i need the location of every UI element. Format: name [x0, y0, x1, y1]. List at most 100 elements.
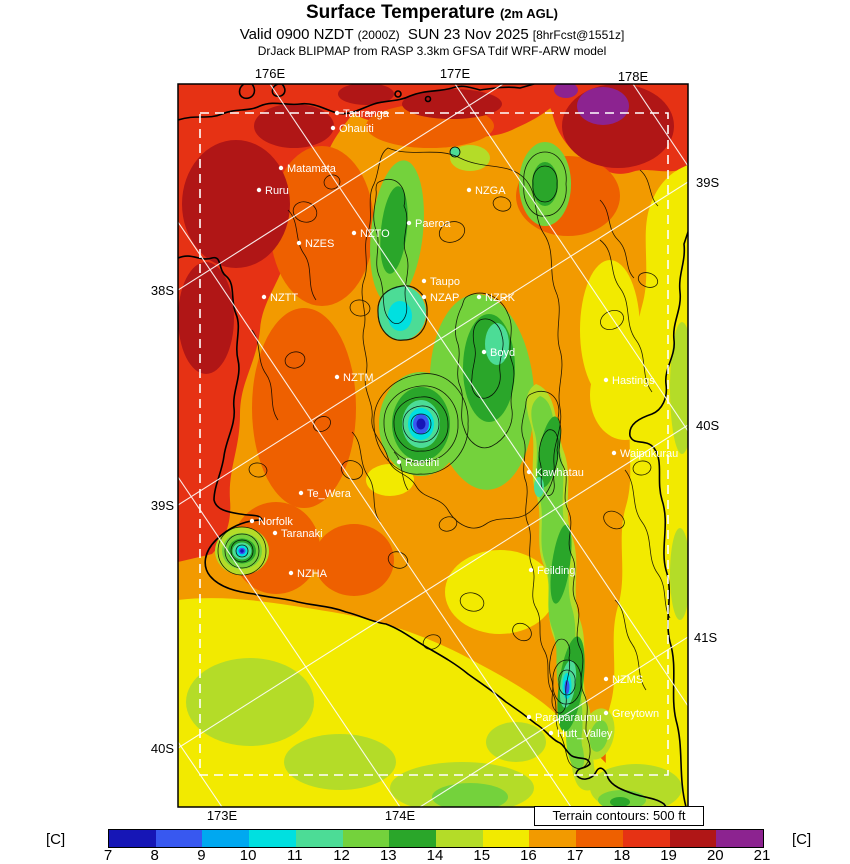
colorbar-unit-right: [C] — [792, 831, 812, 848]
station-dot — [611, 450, 617, 456]
station-marker: Hastings — [603, 375, 655, 387]
valid-fcst: [8hrFcst@1551z] — [532, 28, 625, 42]
station-dot — [548, 730, 554, 736]
station-dot — [261, 294, 267, 300]
taranaki-bullseye — [215, 527, 269, 575]
station-label: Ohauiti — [339, 123, 374, 135]
station-dot — [334, 110, 340, 116]
station-dot — [526, 714, 532, 720]
colorbar-tick: 13 — [379, 847, 397, 864]
station-label: Greytown — [612, 708, 659, 720]
station-label: NZES — [305, 238, 334, 250]
station-marker: Feilding — [528, 565, 576, 577]
station-dot — [298, 490, 304, 496]
colorbar-tick: 10 — [239, 847, 257, 864]
station-dot — [476, 294, 482, 300]
station-label: Te_Wera — [307, 488, 352, 500]
station-dot — [603, 710, 609, 716]
station-marker: Norfolk — [249, 516, 293, 528]
colorbar-segment — [669, 830, 717, 847]
station-marker: Hutt_Valley — [548, 728, 613, 740]
station-dot — [288, 570, 294, 576]
station-label: Matamata — [287, 163, 337, 175]
axis-label-176E: 176E — [255, 66, 286, 81]
station-label: Paraparaumu — [535, 712, 602, 724]
station-dot — [603, 676, 609, 682]
station-label: Hastings — [612, 375, 655, 387]
map-frame — [177, 83, 689, 808]
colorbar-ticks: 7 8 9 10 11 12 13 14 15 16 17 18 19 20 21 — [104, 847, 771, 864]
colorbar-tick: 20 — [706, 847, 724, 864]
axis-label-174E: 174E — [385, 808, 416, 823]
eastern-range-band — [526, 384, 597, 791]
temperature-field — [178, 84, 688, 807]
axis-label-41S: 41S — [694, 630, 717, 645]
station-dot — [272, 530, 278, 536]
station-marker: Raetihi — [396, 457, 439, 469]
station-marker: NZTM — [334, 372, 374, 384]
station-dot — [526, 469, 532, 475]
colorbar-segment — [482, 830, 530, 847]
axis-label-40S: 40S — [696, 418, 719, 433]
colorbar-segment — [716, 830, 764, 847]
colorbar-segment — [109, 830, 156, 847]
station-label: NZMS — [612, 674, 643, 686]
station-marker: NZES — [296, 238, 334, 250]
station-marker: NZGA — [466, 185, 506, 197]
terrain-contours-note: Terrain contours: 500 ft — [534, 806, 704, 826]
station-label: Hutt_Valley — [557, 728, 613, 740]
colorbar-tick: 11 — [287, 847, 303, 864]
colorbar-tick: 15 — [473, 847, 491, 864]
colorbar-tick: 21 — [753, 847, 771, 864]
colorbar-tick: 12 — [333, 847, 350, 864]
station-marker: Greytown — [603, 708, 659, 720]
station-label: Norfolk — [258, 516, 293, 528]
title-suffix: (2m AGL) — [499, 6, 558, 21]
valid-prefix: Valid 0900 NZDT — [239, 26, 354, 43]
colorbar-segment — [202, 830, 250, 847]
terrain-contour-lines — [217, 147, 671, 769]
station-label: Waipukurau — [620, 448, 678, 460]
station-label: NZGA — [475, 185, 506, 197]
station-label: Paeroa — [415, 218, 451, 230]
station-dot — [466, 187, 472, 193]
colorbar-segment — [436, 830, 483, 847]
station-marker: NZMS — [603, 674, 643, 686]
colorbar-unit-left: [C] — [46, 831, 66, 848]
colorbar-tick: 18 — [613, 847, 631, 864]
colorbar-tick: 17 — [566, 847, 584, 864]
colorbar-segment — [622, 830, 670, 847]
station-label: Taupo — [430, 276, 460, 288]
station-dot — [296, 240, 302, 246]
model-line: DrJack BLIPMAP from RASP 3.3km GFSA Tdif… — [257, 44, 607, 58]
station-label: Ruru — [265, 185, 289, 197]
colorbar-segment — [576, 830, 623, 847]
colorbar-tick: 16 — [520, 847, 537, 864]
station-dot — [249, 518, 255, 524]
station-marker: NZRK — [476, 292, 516, 304]
domain-boundary — [199, 112, 669, 776]
title-main: Surface Temperature — [306, 2, 495, 23]
station-dot — [334, 374, 340, 380]
station-dot — [278, 165, 284, 171]
station-dot — [351, 230, 357, 236]
valid-date: SUN 23 Nov 2025 — [407, 26, 529, 43]
station-marker: Tauranga — [334, 108, 390, 120]
axis-label-177E: 177E — [440, 66, 471, 81]
station-marker: NZTO — [351, 228, 390, 240]
station-label: Boyd — [490, 347, 515, 359]
station-dot — [396, 459, 402, 465]
page-title: Surface Temperature (2m AGL) — [14, 2, 850, 24]
station-marker: Boyd — [481, 347, 515, 359]
axis-label-38S: 38S — [151, 283, 174, 298]
axis-label-39S: 39S — [151, 498, 174, 513]
station-dot — [330, 125, 336, 131]
station-marker: Matamata — [278, 163, 337, 175]
colorbar-segment — [155, 830, 203, 847]
station-dot — [528, 567, 534, 573]
station-marker: Te_Wera — [298, 488, 352, 500]
colorbar-segment — [389, 830, 437, 847]
axis-label-173E: 173E — [207, 808, 238, 823]
colorbar-tick: 8 — [150, 847, 159, 864]
